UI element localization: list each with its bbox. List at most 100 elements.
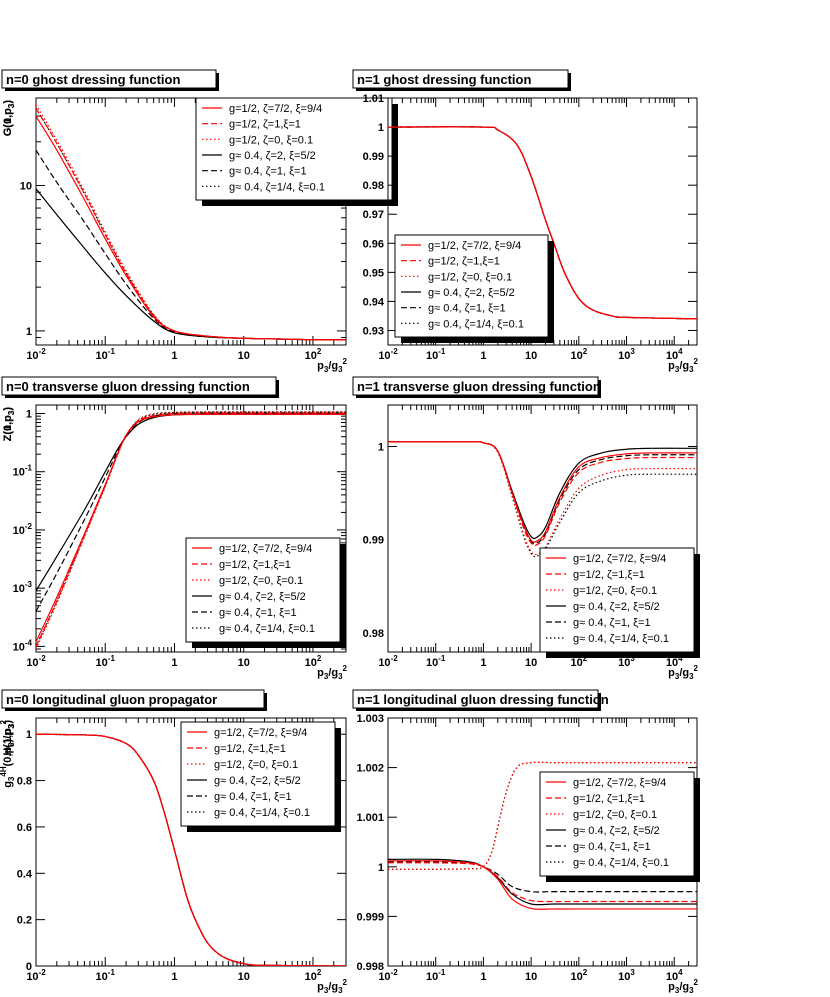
legend-box: [185, 537, 341, 643]
y-tick-base: 10: [13, 467, 25, 479]
x-tick-exponent: 3: [630, 968, 635, 977]
legend-entry: g=1/2, ζ=0, ξ=0.1: [219, 575, 303, 587]
y-tick-label: 1.01: [363, 93, 384, 105]
y-tick-label: 1: [26, 729, 32, 741]
y-tick-base: 1: [378, 441, 384, 453]
legend-entry: g≈ 0.4, ζ=1, ξ=1: [428, 303, 506, 315]
x-tick-label: 10-1: [96, 347, 116, 362]
legend-entry: g≈ 0.4, ζ=2, ξ=5/2: [428, 287, 515, 299]
legend-entry: g=1/2, ζ=1,ξ=1: [219, 559, 291, 571]
x-tick-base: 10: [305, 350, 317, 362]
chart-title: n=0 transverse gluon dressing function: [6, 379, 250, 394]
x-tick-base: 10: [426, 971, 438, 983]
x-tick-label: 1: [480, 350, 486, 362]
x-tick-base: 10: [96, 657, 108, 669]
chart-title: n=1 ghost dressing function: [357, 72, 531, 87]
x-tick-exponent: -1: [438, 347, 446, 356]
x-tick-exponent: -1: [108, 968, 116, 977]
y-tick-label: 1: [26, 326, 32, 338]
x-tick-base: 10: [305, 971, 317, 983]
title-box: [352, 689, 599, 709]
legend-box: [539, 547, 695, 653]
legend-entry: g=1/2, ζ=7/2, ξ=9/4: [573, 553, 666, 565]
x-tick-label: 10: [525, 971, 537, 983]
x-tick-exponent: -1: [438, 654, 446, 663]
x-tick-base: 1: [171, 971, 177, 983]
y-axis-label: Z(1,p3): [2, 407, 16, 442]
x-tick-base: 10: [570, 350, 582, 362]
x-tick-base: 10: [666, 350, 678, 362]
y-tick-label: 1: [378, 441, 384, 453]
legend-entry: g≈ 0.4, ζ=2, ξ=5/2: [214, 775, 301, 787]
y-tick-label: 1.003: [356, 713, 384, 725]
x-axis-label: p3/g32: [668, 978, 698, 995]
legend-entry: g=1/2, ζ=7/2, ξ=9/4: [428, 240, 521, 252]
series-line: [388, 441, 697, 556]
x-tick-label: 102: [305, 654, 322, 669]
y-tick-label: 0.93: [363, 325, 384, 337]
chart-title: n=0 longitudinal gluon propagator: [6, 692, 217, 707]
x-tick-base: 10: [378, 657, 390, 669]
x-tick-label: 10-2: [378, 347, 398, 362]
x-tick-exponent: 2: [583, 347, 588, 356]
legend-entry: g=1/2, ζ=7/2, ξ=9/4: [229, 103, 322, 115]
y-tick-base: 0.96: [363, 238, 384, 250]
x-tick-base: 1: [480, 657, 486, 669]
series-line: [36, 733, 346, 966]
series-line: [36, 107, 346, 341]
x-tick-base: 10: [238, 350, 250, 362]
legend-entry: g=1/2, ζ=0, ξ=0.1: [573, 585, 657, 597]
series-line: [388, 861, 697, 893]
x-tick-label: 102: [305, 347, 322, 362]
y-tick-base: 0.99: [363, 151, 384, 163]
x-tick-exponent: -1: [108, 347, 116, 356]
x-tick-base: 10: [570, 657, 582, 669]
plot-frame: [35, 97, 347, 346]
x-tick-label: 10: [238, 971, 250, 983]
legend-entry: g=1/2, ζ=1,ξ=1: [229, 119, 301, 131]
y-tick-label: 0.4: [17, 868, 33, 880]
x-tick-label: 104: [666, 968, 683, 983]
x-tick-base: 10: [618, 657, 630, 669]
x-tick-base: 10: [96, 350, 108, 362]
y-tick-label: 1.001: [356, 812, 384, 824]
y-tick-base: 1: [26, 326, 32, 338]
y-tick-label: 0.97: [363, 209, 384, 221]
x-tick-exponent: 2: [317, 968, 322, 977]
x-tick-exponent: 4: [678, 654, 683, 663]
series-line: [388, 126, 697, 320]
chart-title: n=1 longitudinal gluon dressing function: [357, 692, 609, 707]
x-tick-label: 1: [171, 350, 177, 362]
legend-entry: g=1/2, ζ=1,ξ=1: [573, 793, 645, 805]
x-tick-base: 10: [378, 971, 390, 983]
y-tick-label: 10-2: [13, 522, 33, 537]
x-tick-label: 10: [238, 350, 250, 362]
y-tick-base: 0.2: [17, 915, 32, 927]
x-tick-exponent: 2: [583, 968, 588, 977]
legend-entry: g=1/2, ζ=1,ξ=1: [214, 743, 286, 755]
y-tick-base: 0.93: [363, 325, 384, 337]
x-tick-label: 103: [618, 654, 635, 669]
y-tick-label: 0.999: [356, 911, 384, 923]
x-tick-label: 10-2: [26, 654, 46, 669]
y-tick-label: 0.8: [17, 776, 32, 788]
x-tick-base: 1: [480, 971, 486, 983]
legend-entry: g≈ 0.4, ζ=1, ξ=1: [219, 607, 297, 619]
x-tick-base: 10: [426, 657, 438, 669]
x-tick-label: 102: [570, 347, 587, 362]
chart-panel: n=0 transverse gluon dressing function 10…: [1, 376, 348, 681]
legend-entry: g=1/2, ζ=7/2, ξ=9/4: [573, 777, 666, 789]
x-tick-label: 10-1: [426, 347, 446, 362]
x-tick-exponent: -2: [39, 968, 47, 977]
x-tick-exponent: -2: [391, 968, 399, 977]
series-line: [388, 860, 697, 910]
legend-entry: g=1/2, ζ=7/2, ξ=9/4: [219, 543, 312, 555]
x-axis-label: p3/g32: [317, 664, 347, 681]
y-tick-label: 1: [378, 862, 384, 874]
y-axis-label: G(1,p3): [2, 100, 16, 137]
x-tick-label: 102: [570, 654, 587, 669]
chart-title: n=0 ghost dressing function: [6, 72, 180, 87]
y-axis-label: g34H(0,p3)/p32: [0, 719, 16, 787]
